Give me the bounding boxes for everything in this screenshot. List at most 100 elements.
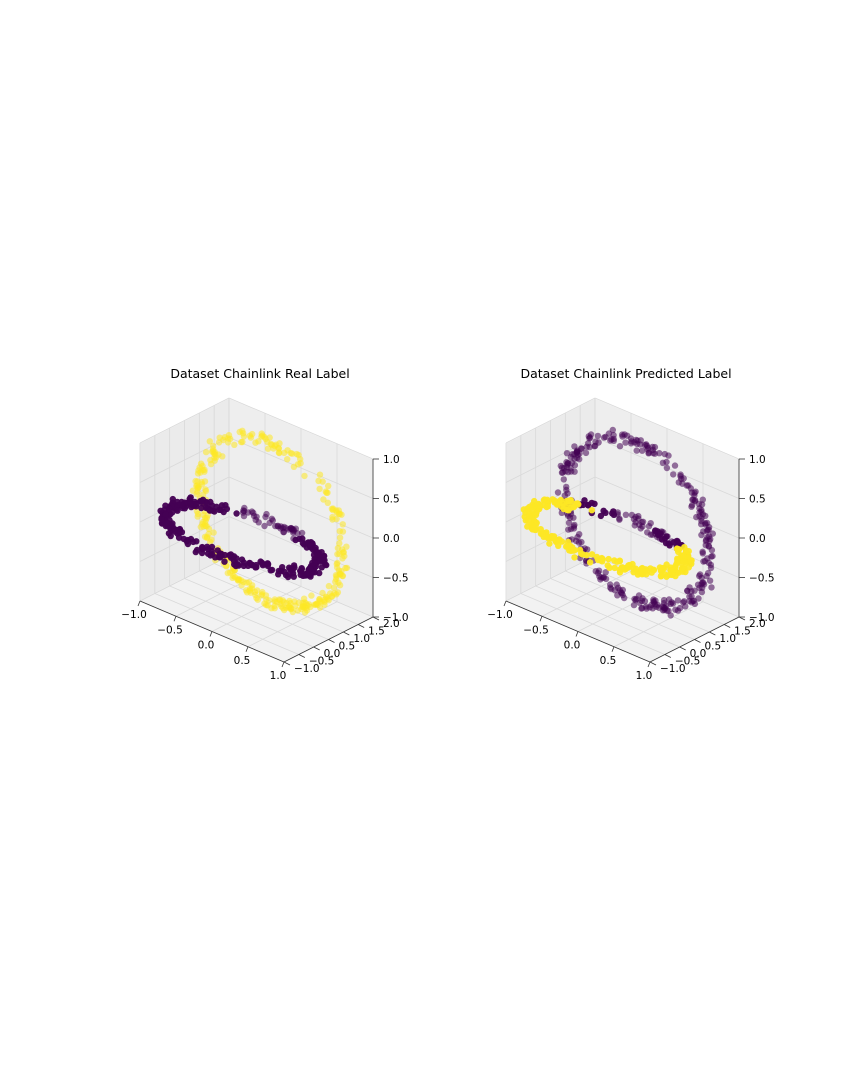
scatter-point <box>625 563 633 571</box>
y-tick-label: 2.0 <box>383 618 400 630</box>
scatter-point <box>284 456 291 463</box>
x-tick-mark <box>209 631 213 637</box>
scatter-point <box>323 594 330 601</box>
scatter-point <box>585 440 592 447</box>
scatter-point <box>207 538 214 546</box>
scatter-point <box>334 550 341 558</box>
gridline <box>550 578 695 640</box>
scatter-point <box>611 557 618 564</box>
scatter-point <box>575 501 582 508</box>
scatter-point <box>641 441 649 449</box>
scatter-point <box>285 526 292 533</box>
scatter-point <box>631 595 638 603</box>
scatter-point <box>203 543 211 550</box>
scatter-point <box>275 449 283 456</box>
scatter-point <box>226 552 233 559</box>
scatter-point <box>574 451 581 458</box>
scatter-point <box>325 482 332 490</box>
scatter-point <box>240 433 248 440</box>
scatter-point <box>667 567 675 574</box>
scatter-point <box>167 532 174 540</box>
scatter-point <box>174 507 181 514</box>
scatter-point <box>650 566 657 573</box>
scatter-point <box>663 573 670 580</box>
scatter-point <box>698 531 705 539</box>
scatter-point <box>171 528 179 535</box>
scatter-point <box>336 540 343 547</box>
scatter-point <box>323 489 330 496</box>
scatter-point <box>328 505 336 512</box>
chart-predicted-label-svg: −1.0−0.50.00.51.0−1.0−0.50.00.51.01.52.0… <box>487 397 775 682</box>
z-tick-label: 0.5 <box>749 494 766 506</box>
y-tick-mark <box>357 624 365 628</box>
scatter-point <box>238 556 246 563</box>
y-tick-mark <box>709 631 716 636</box>
scatter-point <box>298 529 306 537</box>
scatter-point <box>261 433 268 441</box>
scatter-point <box>592 568 599 575</box>
scatter-point <box>192 548 199 556</box>
scatter-point <box>658 568 665 575</box>
scatter-point <box>602 509 609 516</box>
scatter-point <box>279 564 286 571</box>
scatter-point <box>633 447 640 454</box>
scatter-point <box>708 584 715 591</box>
scatter-point <box>631 439 638 446</box>
x-tick-label: 0.0 <box>198 640 215 652</box>
scatter-point <box>202 486 209 493</box>
scatter-point <box>301 472 308 480</box>
scatter-point <box>554 489 562 496</box>
scatter-point <box>659 603 666 610</box>
scatter-point <box>529 522 536 529</box>
gridline <box>139 555 230 602</box>
scatter-point <box>597 512 605 520</box>
y-tick-label: 1.0 <box>353 633 370 645</box>
scatter-point <box>298 605 305 613</box>
scatter-point <box>336 534 344 541</box>
scatter-point <box>297 567 304 575</box>
scatter-point <box>672 606 679 613</box>
chart-real-label: −1.0 −0.5 0.0 0.5 1.0 −1.0 −0.5 0.0 0.5 1.0 1.5 2.0… <box>60 360 460 700</box>
y-tick-mark <box>343 631 350 636</box>
scatter-point <box>242 587 250 594</box>
scatter-point <box>539 530 546 537</box>
scatter-point <box>211 454 218 461</box>
gridline <box>505 437 596 483</box>
y-tick-label: 2.0 <box>749 618 766 630</box>
gridline <box>594 397 740 460</box>
scatter-point <box>609 510 616 517</box>
scatter-point <box>294 530 301 537</box>
scatter-point <box>335 510 343 517</box>
scatter-point <box>339 528 347 535</box>
z-tick-label: −1.0 <box>749 612 775 624</box>
scatter-point <box>684 587 691 594</box>
scatter-point <box>688 599 695 606</box>
scatter-point <box>657 530 664 537</box>
scatter-point <box>289 450 296 457</box>
scatter-point <box>194 510 202 518</box>
scatter-point <box>199 543 206 551</box>
x-tick-label: 1.0 <box>270 670 287 682</box>
scatter-point <box>162 511 169 518</box>
scatter-point <box>558 469 566 476</box>
scatter-point <box>698 588 706 596</box>
scatter-point <box>661 450 668 458</box>
scatter-point <box>328 593 336 600</box>
x-tick-label: −0.5 <box>157 624 183 636</box>
scatter-point <box>209 446 217 453</box>
scatter-point <box>157 507 164 514</box>
z-tick-label: −0.5 <box>749 573 775 585</box>
scatter-point <box>300 595 308 602</box>
scatter-point <box>653 603 660 610</box>
y-tick-mark <box>328 639 335 643</box>
scatter-point <box>333 573 340 580</box>
y-tick-label: −1.0 <box>294 663 320 675</box>
scatter-point <box>704 569 712 577</box>
scatter-point <box>634 571 642 578</box>
scatter-point <box>318 564 325 571</box>
scatter-point <box>701 557 709 565</box>
scatter-point <box>208 548 215 555</box>
gridline <box>154 593 299 655</box>
scatter-point <box>308 592 315 599</box>
